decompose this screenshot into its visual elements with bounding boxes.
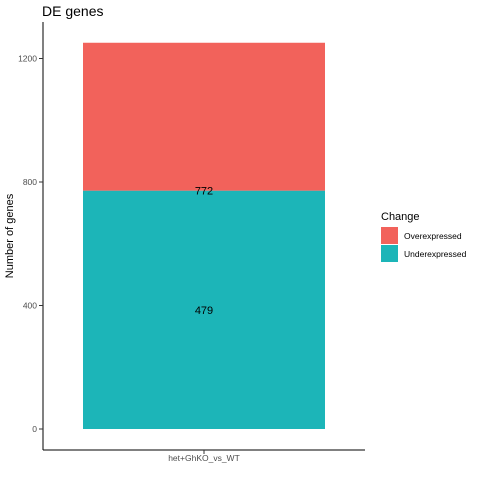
legend-title: Change [381,211,420,223]
bar-label-underexpressed: 479 [195,305,213,317]
y-tick-label: 800 [23,177,37,187]
legend-swatch-overexpressed [381,227,398,244]
bar-label-overexpressed: 772 [195,186,213,198]
legend: Change Overexpressed Underexpressed [381,211,467,262]
x-tick-label: het+GhKO_vs_WT [168,453,240,463]
bar-overexpressed [83,42,325,191]
chart-title: DE genes [42,3,103,19]
y-tick-label: 400 [23,301,37,311]
bar-group [83,42,325,429]
y-tick-label: 0 [32,424,37,434]
y-tick-group: 0 400 800 1200 [18,54,43,434]
bar-label-group: 479 772 [195,186,213,317]
x-tick-group: het+GhKO_vs_WT [168,450,240,463]
bar-underexpressed [83,190,325,429]
legend-swatch-underexpressed [381,245,398,262]
y-axis-label: Number of genes [4,193,16,278]
legend-label-overexpressed: Overexpressed [404,231,462,241]
legend-label-underexpressed: Underexpressed [404,249,467,259]
y-tick-label: 1200 [18,54,37,64]
